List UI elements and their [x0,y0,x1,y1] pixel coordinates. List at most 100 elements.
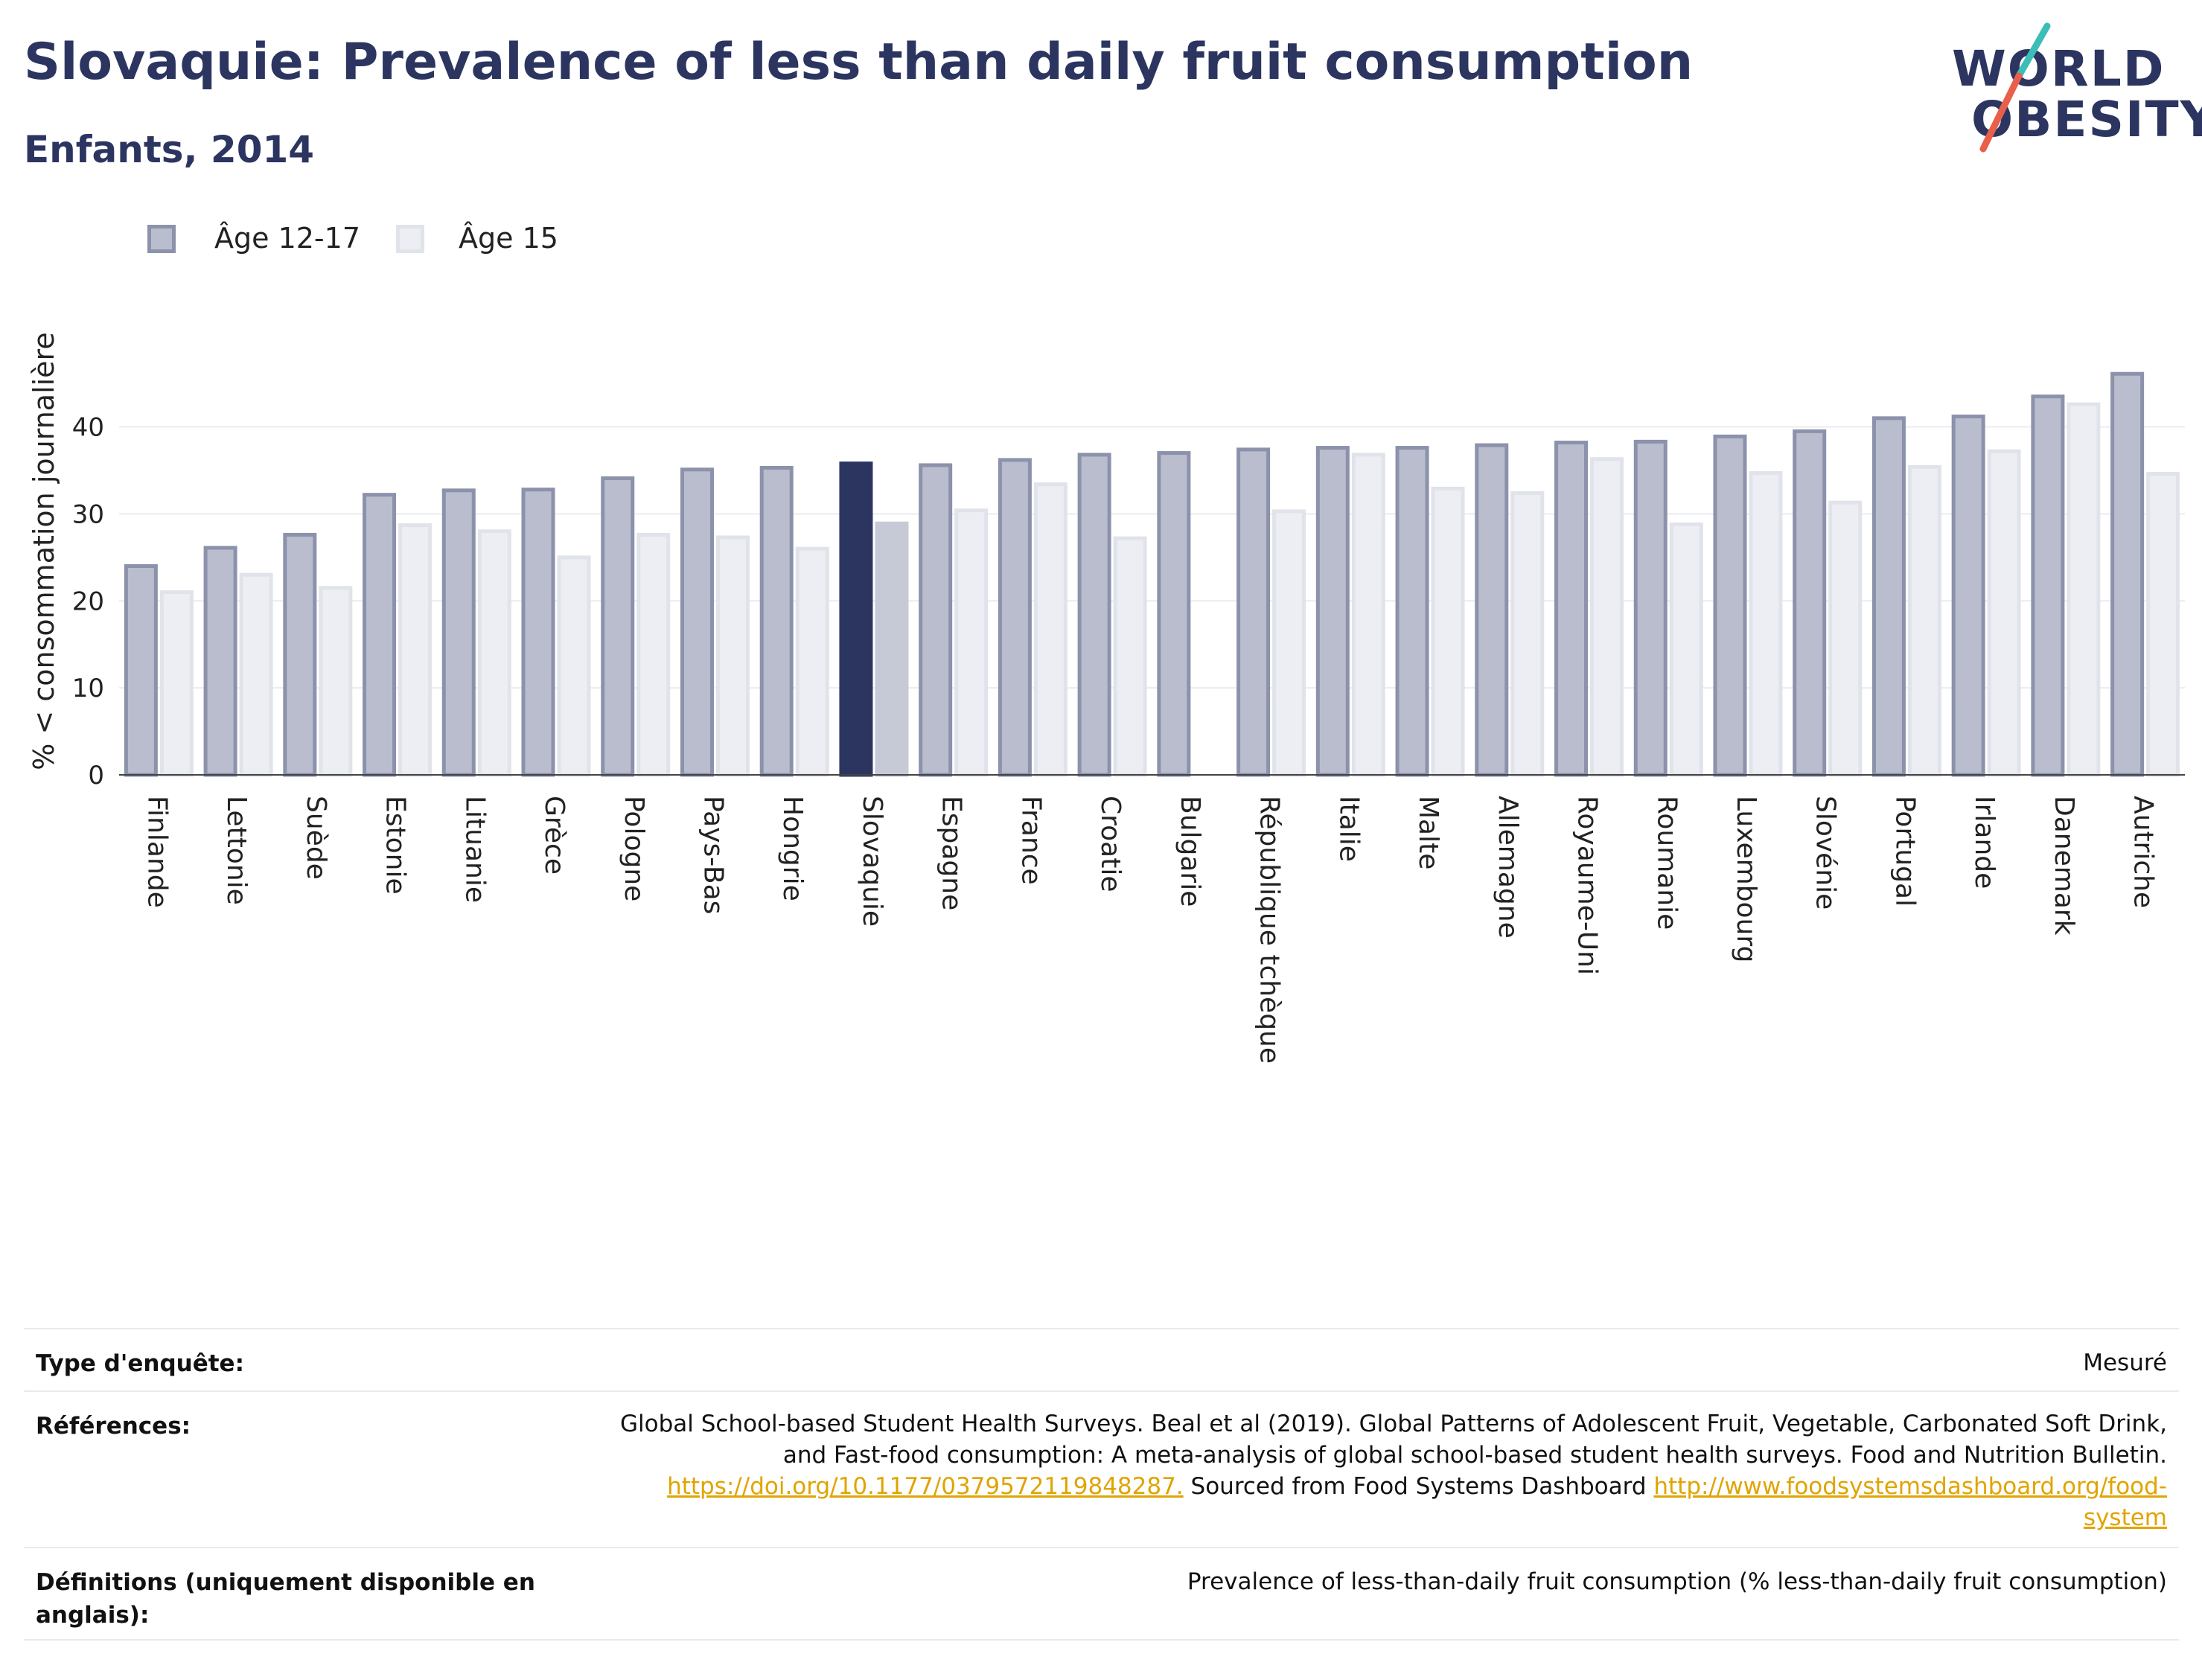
bar-age-12-17-croatie [1077,453,1111,777]
x-tick-label-danemark: Danemark [2049,796,2079,936]
page-title: Slovaquie: Prevalence of less than daily… [24,33,1694,92]
bar-age-15-hongrie [795,546,829,777]
reference-source-text: Sourced from Food Systems Dashboard [1183,1473,1654,1500]
x-tick-label-hongrie: Hongrie [777,796,808,901]
footer-label-survey-type: Type d'enquête: [36,1350,244,1377]
x-tick-label-finlande: Finlande [141,796,172,908]
x-tick-label-roumanie: Roumanie [1651,796,1682,930]
y-tick-label-10: 10 [72,674,104,703]
legend-swatch-age-12-17 [147,225,176,253]
bar-age-15-royaume-uni [1590,457,1624,777]
bar-age-15-pays-bas [715,535,750,777]
x-tick-label-lituanie: Lituanie [459,796,490,903]
bar-age-12-17-espagne [919,463,953,777]
footer-row-references: Références: Global School-based Student … [24,1390,2179,1547]
bar-age-15-danemark [2067,402,2101,777]
x-tick-label-allemagne: Allemagne [1493,796,1523,939]
bar-age-15-allemagne [1510,491,1545,777]
x-tick-label-portugal: Portugal [1889,796,1920,907]
footer-label-references: Références: [36,1413,191,1440]
reference-line-3: https://doi.org/10.1177/0379572119848287… [620,1471,2167,1502]
bar-age-12-17-allemagne [1475,443,1509,777]
chart-footer: Type d'enquête: Mesuré Références: Globa… [24,1328,2179,1641]
x-tick-label-royaume-uni: Royaume-Uni [1572,796,1603,975]
footer-value-definitions: Prevalence of less-than-daily fruit cons… [1187,1568,2167,1595]
y-tick-label-20: 20 [72,587,104,616]
bar-age-12-17-lituanie [441,488,476,777]
x-tick-label-luxembourg: Luxembourg [1731,796,1761,962]
bar-age-15-estonie [398,523,433,777]
bar-age-15-republique-tcheque [1272,509,1306,777]
bar-age-15-portugal [1907,464,1941,777]
x-tick-label-pays-bas: Pays-Bas [698,796,728,914]
x-tick-label-italie: Italie [1333,796,1364,862]
footer-value-references: Global School-based Student Health Surve… [620,1408,2167,1533]
bar-age-15-italie [1351,453,1385,777]
bar-age-12-17-hongrie [759,465,794,777]
food-systems-link-continued[interactable]: system [2083,1504,2167,1531]
legend-label-age-15: Âge 15 [459,222,558,255]
bar-age-15-suede [319,586,353,777]
footer-row-definitions: Définitions (uniquement disponible en an… [24,1547,2179,1641]
bar-age-12-17-irlande [1951,414,1985,777]
bar-age-12-17-portugal [1871,416,1906,777]
y-tick-label-0: 0 [88,761,104,791]
bar-age-15-roumanie [1669,522,1703,777]
bar-age-12-17-estonie [363,493,397,777]
bar-age-12-17-autriche [2110,371,2145,777]
bar-age-12-17-lettonie [203,546,237,777]
bar-age-12-17-slovaquie [839,461,873,777]
bar-age-15-slovenie [1828,500,1863,777]
x-tick-label-malte: Malte [1413,796,1443,869]
x-tick-label-france: France [1015,796,1046,885]
bar-age-12-17-finlande [124,564,158,777]
bar-age-12-17-italie [1315,446,1350,777]
bar-age-15-finlande [159,590,194,777]
footer-row-survey-type: Type d'enquête: Mesuré [24,1328,2179,1390]
bar-age-12-17-suede [283,532,317,777]
bar-chart: 0 10 20 30 40 % < consommation journalière Fin… [28,332,2185,1064]
world-obesity-logo: WORLD OBESITY [1935,22,2202,156]
logo-slash-icon [1979,22,2051,153]
bar-age-12-17-grece [521,488,555,777]
y-tick-label-30: 30 [72,499,104,529]
footer-label-definitions: Définitions (uniquement disponible en an… [36,1569,535,1629]
doi-link[interactable]: https://doi.org/10.1177/0379572119848287… [667,1473,1184,1500]
x-tick-label-estonie: Estonie [380,796,411,895]
bar-age-12-17-bulgarie [1157,451,1191,777]
bar-age-12-17-republique-tcheque [1236,447,1271,777]
bar-age-12-17-pologne [601,476,635,777]
x-tick-label-autriche: Autriche [2128,796,2159,908]
bar-age-15-irlande [1987,449,2021,777]
bar-age-12-17-royaume-uni [1554,441,1589,777]
bar-age-15-slovaquie [875,521,909,777]
reference-line-1: Global School-based Student Health Surve… [620,1411,2167,1437]
bar-age-15-france [1033,482,1068,777]
bar-age-15-autriche [2146,472,2180,777]
page-subtitle: Enfants, 2014 [24,128,315,171]
bar-age-15-lituanie [477,529,511,777]
y-axis-title: % < consommation journalière [28,332,60,770]
bar-age-12-17-pays-bas [680,467,714,777]
x-tick-label-bulgarie: Bulgarie [1175,796,1205,907]
x-tick-label-grece: Grèce [539,796,569,875]
bar-age-12-17-slovenie [1793,429,1827,777]
reference-line-2: and Fast-food consumption: A meta-analys… [782,1442,2167,1469]
x-tick-label-slovaquie: Slovaquie [857,796,887,927]
logo-line-1: WORLD [1952,40,2166,98]
bar-age-12-17-danemark [2031,395,2065,777]
footer-value-survey-type: Mesuré [2083,1350,2167,1376]
legend-label-age-12-17: Âge 12-17 [214,222,360,255]
bar-age-15-luxembourg [1749,470,1783,777]
x-tick-label-suede: Suède [301,796,331,880]
bar-age-12-17-roumanie [1633,439,1668,777]
x-tick-label-republique-tcheque: République tchèque [1254,796,1285,1064]
logo-line-2: OBESITY [1971,91,2202,148]
y-tick-label-40: 40 [72,413,104,443]
legend-swatch-age-15 [396,225,424,253]
x-tick-label-lettonie: Lettonie [221,796,252,905]
bar-age-12-17-malte [1395,446,1429,777]
bar-age-15-grece [557,555,591,777]
food-systems-link[interactable]: http://www.foodsystemsdashboard.org/food… [1653,1473,2167,1500]
bar-age-15-croatie [1113,536,1147,777]
